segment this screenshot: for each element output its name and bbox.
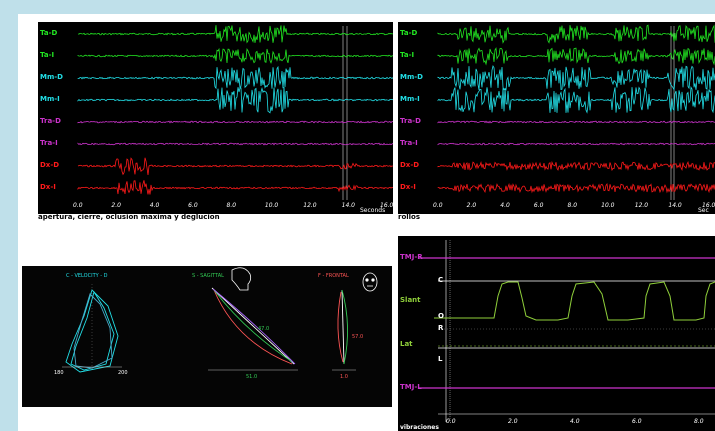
channel-label-tra-i: Tra-I bbox=[400, 139, 418, 147]
x-tick-label: 12.0 bbox=[303, 202, 317, 209]
x-tick-label: 6.0 bbox=[533, 202, 544, 209]
channel-label-mm-d: Mm-D bbox=[40, 73, 63, 81]
tmj-x-tick-label: 6.0 bbox=[632, 418, 642, 425]
emg-trace-ta-d bbox=[437, 24, 715, 44]
tmj-label-l: L bbox=[438, 355, 443, 363]
sagittal-title: S - SAGITTAL bbox=[192, 273, 224, 279]
tmj-panel: TMJ-R C Slant O R Lat L TMJ-L 0.0 2.0 4.0 6… bbox=[398, 236, 715, 431]
channel-label-dx-i: Dx-I bbox=[40, 183, 56, 191]
emg-trace-tra-d bbox=[437, 120, 715, 124]
velocity-title: C - VELOCITY - D bbox=[66, 273, 108, 279]
x-tick-label: 16.0 bbox=[702, 202, 715, 209]
sagittal-value-diag: 47.0 bbox=[258, 326, 270, 332]
tmj-x-tick-label: 0.0 bbox=[446, 418, 456, 425]
emg-trace-tra-i bbox=[77, 142, 393, 146]
frontal-trace bbox=[337, 289, 349, 365]
x-tick-label: 12.0 bbox=[634, 202, 649, 209]
emg-trace-mm-d bbox=[77, 65, 393, 90]
tmj-caption: vibraciones bbox=[400, 424, 439, 431]
tmj-label-tmj-l: TMJ-L bbox=[400, 383, 422, 391]
tmj-label-lat: Lat bbox=[400, 340, 413, 348]
x-tick-label: 8.0 bbox=[226, 202, 237, 209]
channel-label-tra-d: Tra-D bbox=[40, 117, 61, 125]
emg-trace-tra-i bbox=[437, 142, 715, 146]
kinesiography-plot bbox=[62, 267, 378, 373]
emg-trace-ta-i bbox=[437, 47, 715, 66]
sagittal-trace bbox=[211, 287, 296, 365]
tmj-x-tick-label: 8.0 bbox=[694, 418, 704, 425]
x-tick-label: 2.0 bbox=[466, 202, 477, 209]
emg-trace-ta-d bbox=[77, 25, 393, 44]
emg-trace-tra-d bbox=[77, 120, 393, 124]
velocity-scale-max: 200 bbox=[118, 370, 128, 376]
x-tick-label: 10.0 bbox=[601, 202, 615, 209]
emg-trace-dx-d bbox=[77, 157, 393, 176]
frontal-title: F - FRONTAL bbox=[318, 273, 349, 279]
x-tick-label: 14.0 bbox=[341, 202, 355, 209]
tmj-label-slant: Slant bbox=[400, 296, 421, 304]
x-tick-label: 6.0 bbox=[188, 202, 198, 209]
x-tick-label: 2.0 bbox=[111, 202, 121, 209]
tmj-label-r: R bbox=[438, 324, 444, 332]
emg-traces-left bbox=[77, 25, 393, 200]
emg-right-caption: rollos bbox=[398, 213, 421, 221]
x-tick-label: 10.0 bbox=[264, 202, 279, 209]
channel-label-mm-i: Mm-I bbox=[40, 95, 60, 103]
frontal-value-horiz: 1.0 bbox=[340, 374, 348, 380]
page: Ta-D Ta-I Mm-D Mm-I Tra-D Tra-I Dx-D Dx-I 0.0 2.… bbox=[18, 14, 715, 431]
channel-label-ta-d: Ta-D bbox=[400, 29, 418, 37]
emg-left-caption: apertura, cierre, oclusion maxima y degl… bbox=[38, 213, 220, 221]
tmj-x-tick-label: 2.0 bbox=[508, 418, 518, 425]
emg-trace-mm-i bbox=[77, 86, 393, 114]
kinesiography-panel: C - VELOCITY - D S - SAGITTAL F - FRONTA… bbox=[22, 266, 392, 407]
channel-label-ta-i: Ta-I bbox=[400, 51, 415, 59]
tmj-label-c: C bbox=[438, 276, 444, 284]
emg-trace-dx-i bbox=[77, 180, 393, 195]
emg-left-unit: Seconds bbox=[360, 207, 386, 214]
tmj-label-tmj-r: TMJ-R bbox=[400, 253, 423, 261]
channel-label-mm-i: Mm-I bbox=[400, 95, 420, 103]
channel-label-dx-d: Dx-D bbox=[400, 161, 420, 169]
x-tick-label: 14.0 bbox=[668, 202, 682, 209]
channel-label-ta-i: Ta-I bbox=[40, 51, 55, 59]
channel-label-tra-d: Tra-D bbox=[400, 117, 421, 125]
x-tick-label: 8.0 bbox=[567, 202, 578, 209]
tmj-label-o: O bbox=[438, 312, 444, 320]
velocity-scale-min: 180 bbox=[54, 370, 64, 376]
frontal-value-vert: 57.0 bbox=[352, 334, 364, 340]
x-tick-label: 4.0 bbox=[149, 202, 160, 209]
slant-trace bbox=[434, 281, 715, 321]
x-tick-label: 16.0 bbox=[380, 202, 393, 209]
channel-label-mm-d: Mm-D bbox=[400, 73, 423, 81]
emg-trace-mm-d bbox=[437, 64, 715, 91]
x-tick-label: 0.0 bbox=[433, 202, 443, 209]
emg-panel-left: Ta-D Ta-I Mm-D Mm-I Tra-D Tra-I Dx-D Dx-I 0.0 2.… bbox=[38, 22, 393, 214]
emg-right-unit: Sec bbox=[698, 207, 709, 214]
head-profile-icon bbox=[231, 267, 252, 291]
channel-label-tra-i: Tra-I bbox=[40, 139, 58, 147]
emg-trace-dx-i bbox=[437, 182, 715, 194]
tmj-x-tick-label: 4.0 bbox=[570, 418, 580, 425]
head-front-icon bbox=[362, 272, 378, 292]
emg-trace-mm-i bbox=[437, 85, 715, 114]
x-tick-label: 0.0 bbox=[73, 202, 83, 209]
emg-panel-right: Ta-D Ta-I Mm-D Mm-I Tra-D Tra-I Dx-D Dx-I 0.0 2.… bbox=[398, 22, 715, 214]
sagittal-value-horiz: 51.0 bbox=[246, 374, 258, 380]
emg-traces-right bbox=[437, 24, 715, 200]
channel-label-dx-d: Dx-D bbox=[40, 161, 60, 169]
emg-trace-ta-i bbox=[77, 47, 393, 64]
tmj-plot bbox=[418, 240, 715, 422]
emg-trace-dx-d bbox=[437, 160, 715, 172]
channel-label-dx-i: Dx-I bbox=[400, 183, 416, 191]
x-tick-label: 4.0 bbox=[500, 202, 510, 209]
channel-label-ta-d: Ta-D bbox=[40, 29, 58, 37]
